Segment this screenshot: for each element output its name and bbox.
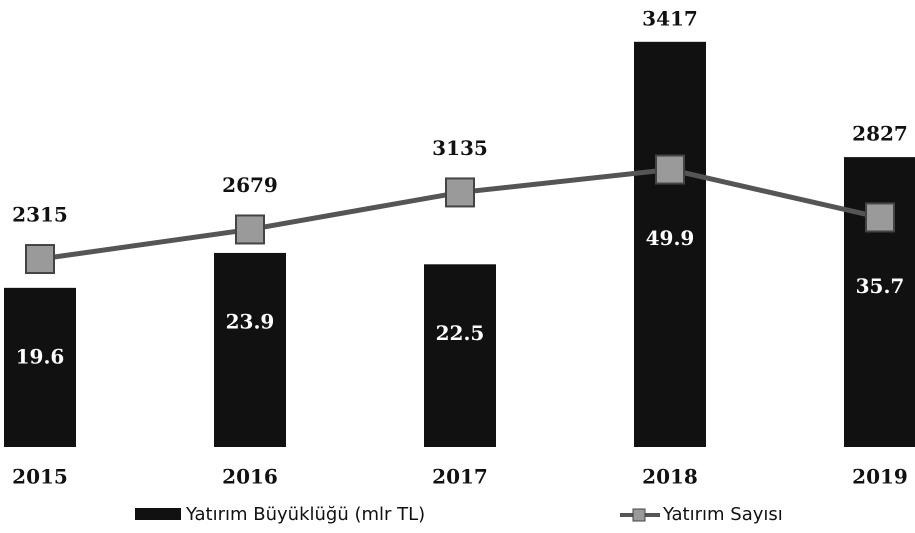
bar-value-label: 22.5 [436,321,485,345]
marker [25,244,55,275]
bar-value-label: 23.9 [226,309,275,333]
line-value-label: 2679 [222,173,278,197]
bar [4,287,76,447]
bar [424,264,496,447]
legend-swatch [135,508,181,520]
bar-value-label: 19.6 [16,344,65,368]
marker [865,202,895,233]
bar [844,157,915,447]
legend-marker [632,508,646,522]
bar-value-label: 49.9 [646,226,695,250]
line-value-label: 3417 [642,6,698,30]
bar [214,252,286,447]
line-value-label: 2827 [852,122,908,146]
bar [634,41,706,447]
x-tick-label: 2017 [432,465,488,489]
line-value-label: 2315 [12,203,68,227]
x-tick-label: 2018 [642,465,698,489]
marker [235,214,265,245]
legend-label: Yatırım Büyüklüğü (mlr TL) [185,504,425,525]
x-tick-label: 2019 [852,465,908,489]
legend-label: Yatırım Sayısı [662,504,783,525]
x-tick-label: 2015 [12,465,68,489]
x-tick-label: 2016 [222,465,278,489]
marker [655,154,685,185]
bar-value-label: 35.7 [856,274,905,298]
line-value-label: 3135 [432,136,488,160]
marker [445,177,475,208]
